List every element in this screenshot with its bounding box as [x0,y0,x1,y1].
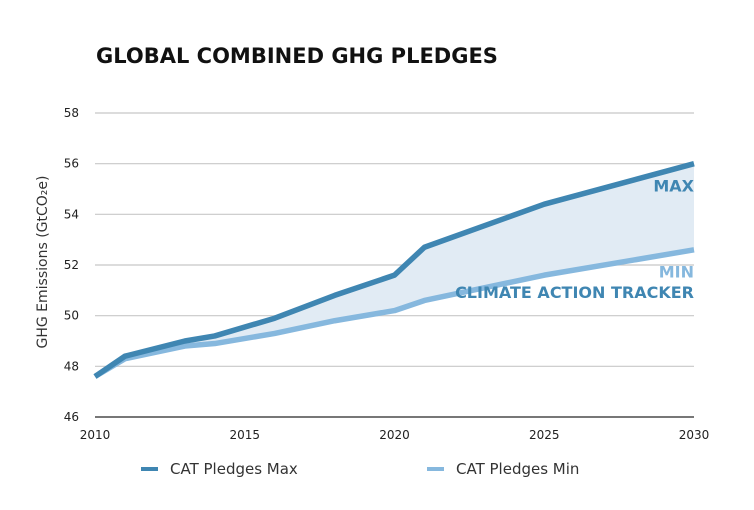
x-tick-labels: 2010 2015 2020 2025 2030 [80,428,710,442]
x-tick-label: 2030 [679,428,710,442]
series-line-min [93,247,695,379]
annotation-max: MAX [653,176,694,195]
x-tick-label: 2020 [379,428,410,442]
legend-label-min: CAT Pledges Min [456,460,579,478]
annotation-min: MIN [659,263,694,282]
range-band [95,163,694,377]
series-line-max [93,161,695,379]
range-band-area [95,163,694,377]
y-tick-label: 48 [64,359,79,373]
y-tick-labels: 46 48 50 52 54 56 58 [64,106,79,424]
series-lines [93,161,695,379]
annotation-climate-action-tracker: CLIMATE ACTION TRACKER [455,283,694,302]
y-tick-label: 54 [64,207,79,221]
x-tick-label: 2010 [80,428,111,442]
chart-title: GLOBAL COMBINED GHG PLEDGES [96,44,498,68]
y-tick-label: 46 [64,410,79,424]
legend-label-max: CAT Pledges Max [170,460,298,478]
y-tick-label: 56 [64,157,79,171]
gridlines [95,112,694,418]
y-tick-label: 58 [64,106,79,120]
legend: CAT Pledges Max CAT Pledges Min [141,460,579,478]
y-tick-label: 50 [64,309,79,323]
y-tick-label: 52 [64,258,79,272]
y-axis-label: GHG Emissions (GtCO₂e) [35,176,51,349]
x-tick-label: 2015 [229,428,260,442]
x-tick-label: 2025 [529,428,560,442]
